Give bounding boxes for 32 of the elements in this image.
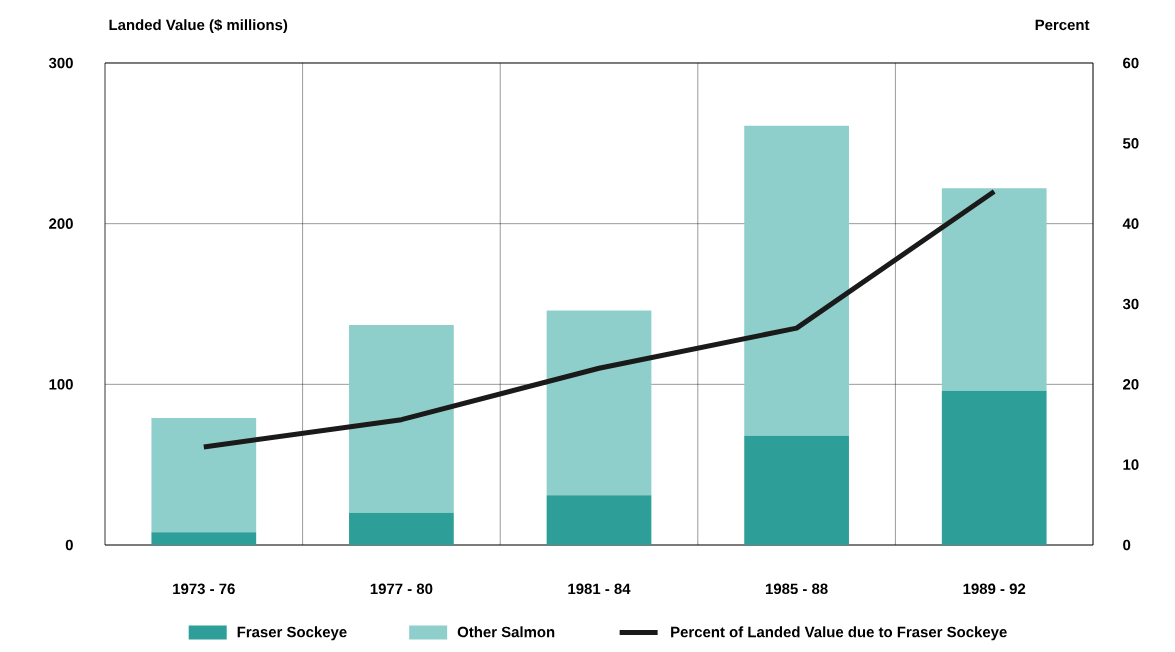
- y-tick-label: 300: [48, 57, 73, 69]
- bar: [349, 512, 454, 545]
- y2-tick-label: 60: [1123, 57, 1139, 69]
- y2-tick-label: 10: [1123, 459, 1139, 470]
- y2-tick-label: 0: [1123, 539, 1131, 551]
- y2-tick-label: 40: [1122, 218, 1139, 229]
- legend-label: Other Salmon: [457, 626, 555, 638]
- y-tick-label: 0: [65, 539, 73, 551]
- legend-label: Percent of Landed Value due to Fraser Sockeye: [671, 626, 1007, 641]
- x-tick-label: 1989 - 92: [963, 583, 1026, 595]
- x-tick-label: 1981 - 84: [568, 583, 631, 595]
- y2-axis-title: Percent: [1035, 19, 1090, 31]
- x-tick-label: 1973 - 76: [173, 583, 235, 595]
- bar: [744, 125, 849, 436]
- y-axis-title: Landed Value ($ millions): [109, 18, 288, 34]
- legend-label: Fraser Sockeye: [237, 626, 347, 641]
- bar: [941, 390, 1047, 545]
- y2-tick-label: 50: [1122, 138, 1139, 149]
- bar: [546, 310, 652, 496]
- bar: [349, 324, 454, 513]
- bar: [151, 418, 257, 533]
- bar: [941, 188, 1047, 391]
- bar: [744, 435, 849, 545]
- x-tick-label: 1977 - 80: [370, 583, 433, 595]
- y-tick-label: 200: [49, 218, 73, 229]
- y-tick-label: 100: [49, 379, 73, 390]
- bar: [151, 532, 257, 545]
- y2-tick-label: 30: [1122, 298, 1139, 310]
- bar: [546, 495, 652, 545]
- x-tick-label: 1985 - 88: [765, 583, 828, 595]
- y2-tick-label: 20: [1123, 379, 1139, 390]
- line-series: [201, 189, 997, 450]
